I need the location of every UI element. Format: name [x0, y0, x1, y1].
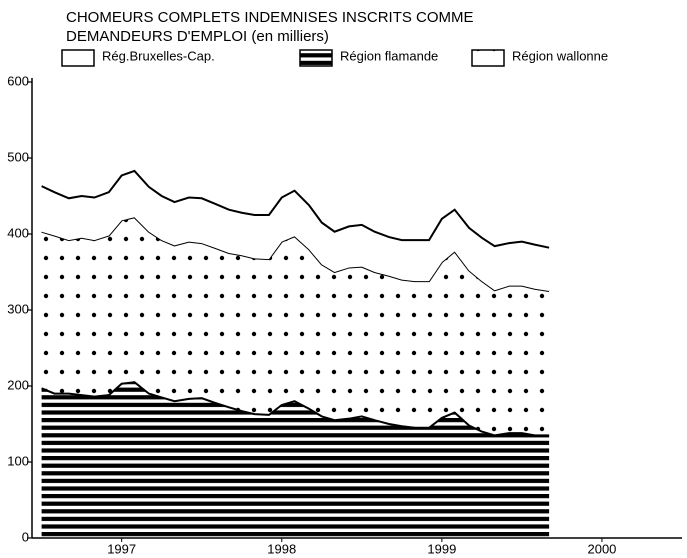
- area-edge: [41, 169, 550, 249]
- area-fill: [41, 170, 550, 291]
- y-tick-label: 100: [7, 453, 29, 468]
- legend-label: Région flamande: [340, 48, 438, 63]
- y-tick-label: 400: [7, 225, 29, 240]
- area-fill: [41, 382, 550, 538]
- legend-label: Rég.Bruxelles-Cap.: [102, 48, 215, 63]
- area-fill: [41, 217, 550, 436]
- x-tick-label: 1997: [107, 541, 136, 556]
- x-tick-label: 1998: [267, 541, 296, 556]
- y-tick-label: 200: [7, 377, 29, 392]
- legend-swatch: [61, 49, 95, 67]
- legend-swatch: [471, 49, 505, 67]
- y-tick-label: 0: [22, 529, 29, 544]
- y-tick-label: 600: [7, 73, 29, 88]
- chart-title: CHOMEURS COMPLETS INDEMNISES INSCRITS CO…: [66, 9, 474, 26]
- legend-swatch: [299, 49, 333, 67]
- x-tick-label: 2000: [587, 541, 616, 556]
- y-tick-label: 500: [7, 149, 29, 164]
- chart-subtitle: DEMANDEURS D'EMPLOI (en milliers): [66, 28, 329, 45]
- y-tick-label: 300: [7, 301, 29, 316]
- legend-label: Région wallonne: [512, 48, 608, 63]
- x-tick-label: 1999: [427, 541, 456, 556]
